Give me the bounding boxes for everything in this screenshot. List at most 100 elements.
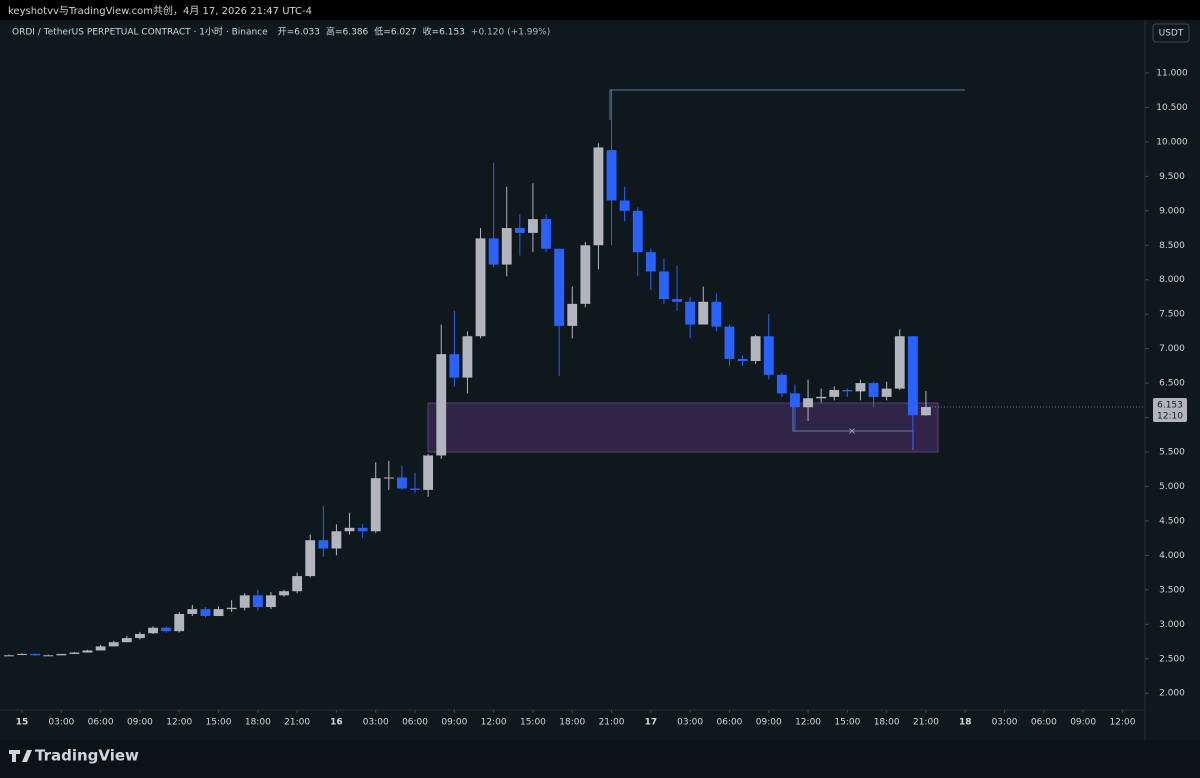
x-tick-label: 17 — [645, 718, 658, 728]
top-bar-text: keyshotvv与TradingView.com共创，4月 17, 2026 … — [8, 4, 312, 17]
candle-body — [488, 238, 499, 265]
candle-body — [383, 477, 394, 479]
candle-body — [17, 653, 27, 655]
candle-body — [370, 478, 381, 532]
candle-body — [4, 655, 14, 657]
candle-body — [161, 627, 172, 632]
y-tick-label: 10.000 — [1156, 137, 1188, 147]
candle-body — [82, 650, 93, 653]
candle-body — [907, 336, 918, 416]
candle-body — [226, 607, 237, 610]
candle-body — [790, 393, 800, 408]
last-price-label: 6.153 — [1157, 401, 1183, 411]
x-tick-label: 12:00 — [481, 718, 507, 728]
x-tick-label: 03:00 — [48, 718, 74, 728]
candle-body — [894, 336, 905, 389]
candle-body — [331, 531, 342, 549]
candle-body — [318, 540, 329, 549]
currency-button-label[interactable]: USDT — [1159, 29, 1184, 39]
drawings: × — [427, 89, 965, 453]
x-tick-label: 09:00 — [127, 718, 153, 728]
candle-body — [868, 383, 879, 397]
candle-body — [580, 245, 591, 304]
currency-button[interactable] — [1152, 23, 1190, 43]
candle-body — [514, 228, 525, 233]
y-tick-label: 10.500 — [1156, 103, 1188, 113]
candle-body — [449, 354, 460, 378]
candle-body — [239, 595, 250, 608]
candle-body — [56, 653, 67, 656]
change: +0.120 (+1.99%) — [471, 28, 550, 38]
x-tick-label: 15:00 — [520, 718, 546, 728]
symbol: ORDI / TetherUS PERPETUAL CONTRACT · 1小时… — [12, 26, 268, 38]
x-tick-label: 12:00 — [166, 718, 192, 728]
y-tick-label: 8.500 — [1159, 241, 1185, 251]
candle-body — [410, 488, 420, 490]
candle-body — [187, 609, 198, 614]
candle-body — [121, 638, 132, 643]
candle-body — [541, 219, 551, 249]
plot-background — [0, 20, 1200, 740]
candle-body — [528, 219, 538, 233]
candle-body — [501, 228, 512, 265]
candle-body — [606, 150, 617, 201]
x-tick-label: 21:00 — [284, 718, 310, 728]
candle-body — [698, 301, 709, 325]
candle-body — [619, 200, 630, 211]
x-tick-label: 21:00 — [599, 718, 625, 728]
y-tick-label: 8.000 — [1159, 275, 1185, 285]
x-tick-label: 03:00 — [992, 718, 1018, 728]
range-marker: × — [848, 426, 856, 437]
candle-body — [737, 358, 748, 362]
candle-body — [632, 210, 643, 253]
x-tick-label: 12:00 — [795, 718, 821, 728]
candle-body — [213, 609, 224, 617]
brand-text: TradingView — [35, 747, 139, 765]
candle-body — [95, 646, 106, 651]
candle-body — [816, 396, 827, 399]
candle-body — [842, 389, 853, 392]
footer — [0, 740, 1200, 778]
candle-body — [659, 271, 669, 300]
candle-body — [921, 407, 931, 416]
x-tick-label: 18:00 — [559, 718, 585, 728]
y-tick-label: 7.500 — [1159, 310, 1185, 320]
candle-body — [711, 301, 722, 327]
ohlc-label: 低=6.027 — [374, 26, 416, 38]
candle-body — [397, 477, 407, 489]
x-tick-label: 18 — [959, 718, 972, 728]
x-tick-label: 15:00 — [206, 718, 232, 728]
candle-body — [672, 299, 682, 302]
candle-body — [554, 248, 565, 326]
candle-body — [436, 354, 447, 456]
ohlc-label: 收=6.153 — [423, 26, 465, 38]
candle-body — [462, 336, 473, 378]
candle-body — [724, 326, 735, 359]
series: 2.000 2.500 3.000 3.500 4.000 4.500 5.000 5.500… — [4, 68, 1188, 728]
candle-body — [685, 301, 696, 325]
candle-body — [200, 609, 211, 617]
x-tick-label: 18:00 — [245, 718, 271, 728]
x-tick-label: 09:00 — [756, 718, 782, 728]
candle-body — [645, 252, 656, 272]
candle-body — [881, 388, 892, 397]
ohlc-label: 开=6.033 — [278, 27, 320, 38]
x-tick-label: 15 — [16, 718, 29, 728]
x-tick-label: 09:00 — [1070, 718, 1096, 728]
candle-body — [108, 642, 119, 647]
candle-body — [43, 655, 54, 657]
candle-body — [803, 398, 813, 408]
y-tick-label: 3.500 — [1159, 585, 1185, 595]
candle-body — [567, 303, 578, 326]
y-tick-label: 9.500 — [1159, 172, 1185, 182]
y-tick-label: 5.500 — [1159, 448, 1185, 458]
y-tick-label: 2.000 — [1159, 689, 1185, 699]
logo-icon — [9, 750, 32, 762]
x-tick-label: 12:00 — [1109, 718, 1135, 728]
x-tick-label: 16 — [330, 718, 343, 728]
y-tick-label: 2.500 — [1159, 654, 1185, 664]
candle-body — [357, 527, 368, 532]
candle-body — [829, 389, 840, 397]
candle-body — [855, 383, 866, 392]
